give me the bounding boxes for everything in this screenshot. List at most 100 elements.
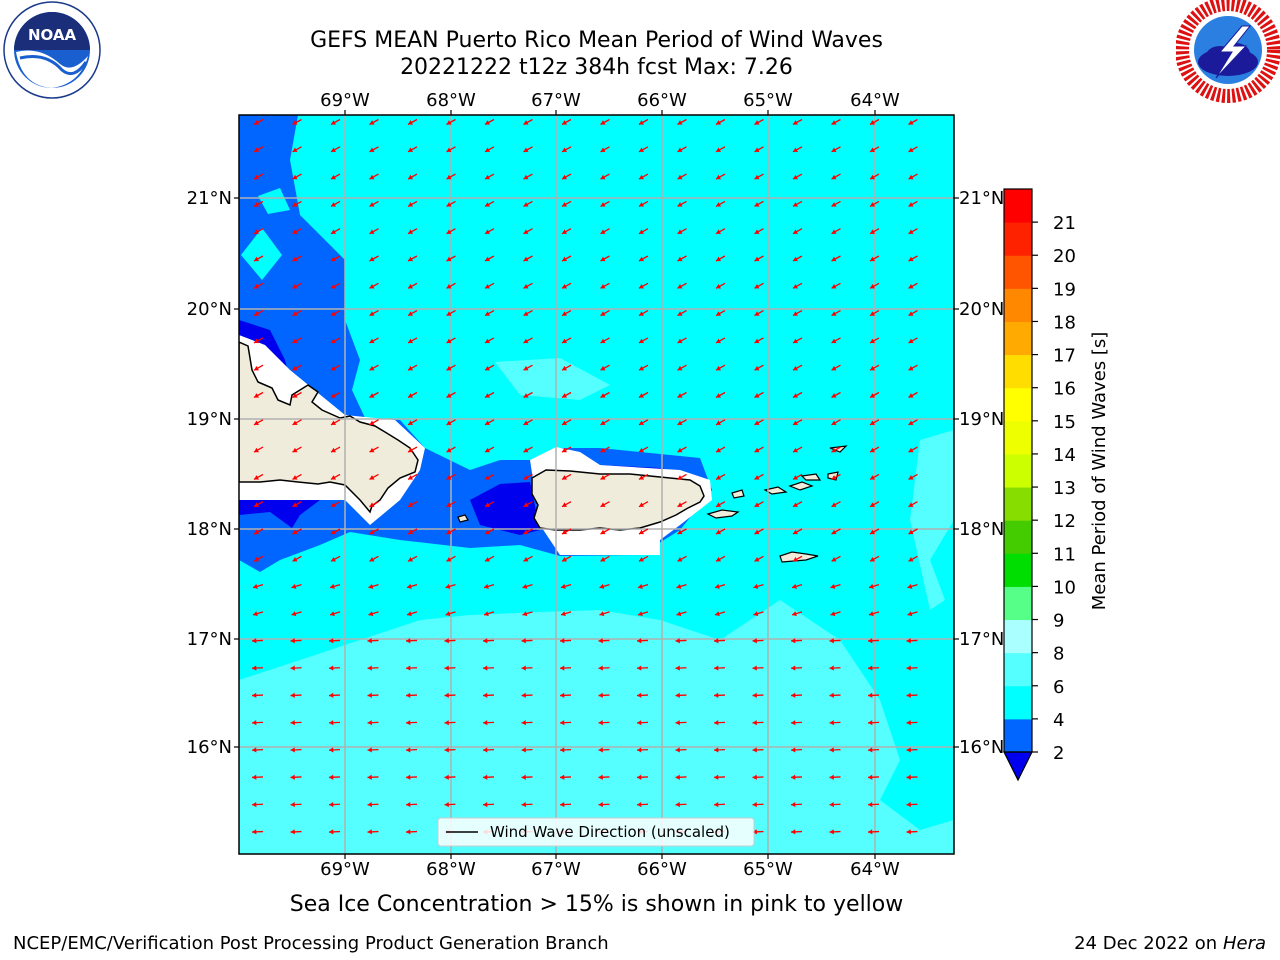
colorbar-tick-label: 15 xyxy=(1053,412,1076,433)
wind-arrow-head xyxy=(716,174,721,180)
wind-arrow-head xyxy=(906,638,911,644)
wind-arrow-head xyxy=(868,774,873,780)
legend-label: Wind Wave Direction (unscaled) xyxy=(490,823,730,841)
wind-arrow-head xyxy=(793,529,798,535)
sea-ice-note: Sea Ice Concentration > 15% is shown in … xyxy=(289,892,904,917)
wind-arrow-head xyxy=(870,311,875,316)
wind-arrow-head xyxy=(292,529,298,535)
wind-arrow-head xyxy=(291,583,297,589)
colorbar-tick-label: 20 xyxy=(1053,246,1076,267)
wind-arrow-head xyxy=(830,583,836,589)
land-virgin-islands-3 xyxy=(800,473,822,481)
wind-arrow-head xyxy=(521,638,526,644)
wind-arrow-head xyxy=(367,720,372,726)
wind-arrow-head xyxy=(406,829,411,835)
wind-arrow-head xyxy=(868,665,873,671)
wind-arrow-head xyxy=(675,638,680,644)
wind-arrow-head xyxy=(523,147,529,152)
wind-arrow-head xyxy=(793,475,798,480)
wind-arrow-head xyxy=(446,174,452,180)
wind-arrow-head xyxy=(639,556,644,562)
wind-arrow-head xyxy=(483,747,488,753)
wind-arrow-head xyxy=(675,801,680,808)
wind-arrow-head xyxy=(485,311,490,316)
wind-arrow-head xyxy=(331,147,336,152)
wind-arrow-head xyxy=(829,665,834,671)
wind-arrow-head xyxy=(560,801,565,808)
wind-arrow-head xyxy=(252,747,257,753)
wind-arrow-head xyxy=(290,801,295,808)
wind-arrow-head xyxy=(485,256,490,262)
wind-arrow-head xyxy=(869,611,874,617)
wind-arrow-head xyxy=(253,611,258,617)
wind-arrow-head xyxy=(714,665,719,671)
wind-arrow-head xyxy=(523,202,529,207)
wind-arrow-head xyxy=(254,338,259,344)
wind-arrow-head xyxy=(600,447,606,453)
wind-arrow-head xyxy=(598,692,603,698)
date-stamp: 24 Dec 2022 on Hera xyxy=(1074,933,1266,954)
colorbar-label: Mean Period of Wind Waves [s] xyxy=(1089,332,1110,611)
wind-arrow-head xyxy=(331,365,336,371)
wind-arrow-head xyxy=(793,120,798,125)
wind-arrow-head xyxy=(676,611,682,617)
colorbar-segment xyxy=(1004,189,1032,223)
wind-arrow-head xyxy=(485,229,490,234)
wind-arrow-head xyxy=(292,256,298,262)
wind-arrow-head xyxy=(908,256,914,262)
wind-arrow-head xyxy=(716,256,721,262)
wind-arrow-head xyxy=(754,556,760,562)
colorbar-tick-label: 9 xyxy=(1053,611,1064,632)
wind-arrow-head xyxy=(331,202,336,207)
wind-arrow-head xyxy=(446,475,452,480)
wind-arrow-head xyxy=(331,556,336,562)
wind-arrow-head xyxy=(446,147,452,152)
wind-arrow-head xyxy=(868,638,873,644)
wind-arrow-head xyxy=(831,420,837,425)
wind-arrow-head xyxy=(521,774,526,780)
wind-arrow-head xyxy=(831,365,837,371)
wind-arrow-head xyxy=(485,338,490,344)
wind-arrow-head xyxy=(483,665,488,671)
wind-arrow-head xyxy=(254,147,259,152)
wind-arrow-head xyxy=(523,174,529,180)
wind-arrow-head xyxy=(369,393,375,398)
wind-arrow-head xyxy=(523,393,529,398)
wind-arrow-head xyxy=(444,774,449,780)
wind-arrow-head xyxy=(639,174,644,180)
wind-arrow-head xyxy=(599,611,605,617)
wind-arrow-head xyxy=(639,283,644,289)
wind-arrow-head xyxy=(446,502,452,507)
wind-arrow-head xyxy=(714,774,719,780)
wind-arrow-head xyxy=(677,120,683,125)
wind-arrow-head xyxy=(675,665,680,671)
wind-arrow-head xyxy=(331,229,336,234)
wind-arrow-head xyxy=(446,256,452,262)
wind-arrow-head xyxy=(908,202,914,207)
wind-arrow-head xyxy=(562,256,567,262)
wind-arrow-head xyxy=(677,529,683,535)
wind-arrow-head xyxy=(600,420,606,425)
colorbar-segment xyxy=(1004,685,1032,720)
wind-arrow-head xyxy=(831,502,837,507)
wind-arrow-head xyxy=(523,256,529,262)
wind-arrow-head xyxy=(369,147,375,152)
field-cyan-pocket-2 xyxy=(258,188,290,214)
wind-arrow-head xyxy=(869,583,874,589)
wind-arrow-head xyxy=(793,147,798,152)
colorbar-segment xyxy=(1004,453,1032,488)
wind-arrow-head xyxy=(290,774,295,780)
wind-arrow-head xyxy=(792,611,797,617)
wind-arrow-head xyxy=(445,583,451,589)
wind-arrow-head xyxy=(562,120,567,125)
wind-arrow-head xyxy=(752,665,757,671)
wind-arrow-head xyxy=(254,529,259,535)
colorbar-tick-label: 18 xyxy=(1053,312,1076,333)
wind-arrow-head xyxy=(483,720,488,726)
wind-arrow-head xyxy=(292,202,298,207)
wind-arrow-head xyxy=(483,774,488,780)
wind-arrow-head xyxy=(754,174,760,180)
wind-arrow-head xyxy=(754,338,760,344)
wind-arrow-head xyxy=(369,365,375,371)
colorbar-tick-label: 8 xyxy=(1053,644,1064,665)
